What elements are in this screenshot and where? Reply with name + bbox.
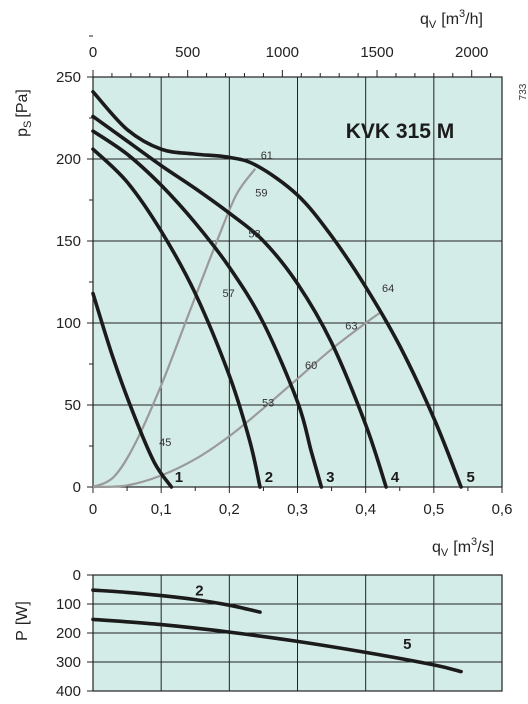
curve-label: 1 xyxy=(175,469,183,486)
power-curve-label: 5 xyxy=(403,636,411,653)
x-tick-label: 0,4 xyxy=(355,501,376,518)
x-tick-label: 0,1 xyxy=(151,501,172,518)
x-axis-subscript: V xyxy=(441,547,449,559)
power-curve-2 xyxy=(91,588,262,614)
x-tick-label: 0 xyxy=(89,501,97,518)
power-y-tick-label: 400 xyxy=(56,683,81,700)
y-axis-symbol: p xyxy=(14,128,31,137)
x-axis-unit-pre: [m xyxy=(453,539,471,556)
x2-axis-label: qV [m3/h] xyxy=(420,8,483,31)
curve-label: 3 xyxy=(326,469,334,486)
efficiency-label: 63 xyxy=(345,321,357,333)
efficiency-label: 61 xyxy=(261,150,273,162)
x2-tick-label: 2000 xyxy=(455,44,488,61)
efficiency-label: 60 xyxy=(305,360,317,372)
x2-axis-unit-pre: [m xyxy=(441,11,459,28)
power-curve-5 xyxy=(91,617,463,674)
y-axis-unit: [Pa] xyxy=(14,89,31,117)
curve-label: 5 xyxy=(467,469,475,486)
power-y-tick-label: 300 xyxy=(56,654,81,671)
y-axis-subscript: S xyxy=(22,121,34,128)
power-y-tick-label: 100 xyxy=(56,596,81,613)
power-y-tick-label: 0 xyxy=(73,567,81,584)
axis-labels: KVK 315 M 733 pS[Pa] qV [m3/s] qV [m3/h] P… xyxy=(14,8,528,641)
x2-axis-unit-post: /h] xyxy=(465,11,483,28)
y-tick-label: 250 xyxy=(56,69,81,86)
y-axis-label: pS [Pa] xyxy=(14,89,34,137)
efficiency-label: 59 xyxy=(255,188,267,200)
pressure-flow-plot: 0 0,1 0,2 0,3 0,4 0,5 0,6 0 50 100 150 200 250 0 500 10… xyxy=(56,35,513,518)
y-tick-label: 100 xyxy=(56,315,81,332)
chart-title: KVK 315 M xyxy=(346,120,455,143)
power-curve-label: 2 xyxy=(195,582,203,599)
figure-code: 733 xyxy=(518,83,528,100)
y-tick-label: 0 xyxy=(73,479,81,496)
x2-axis-subscript: V xyxy=(429,19,437,31)
curve-label: 4 xyxy=(391,469,400,486)
efficiency-label: 58 xyxy=(248,229,260,241)
fan-curve-1 xyxy=(91,291,174,489)
efficiency-label: 57 xyxy=(223,288,235,300)
x-tick-label: 0,6 xyxy=(492,501,513,518)
power-y-tick-label: 200 xyxy=(56,625,81,642)
y-tick-label: 150 xyxy=(56,233,81,250)
x-axis-label: qV [m3/s] xyxy=(432,536,494,559)
fan-curve-2 xyxy=(91,147,262,489)
x2-tick-label: 1500 xyxy=(360,44,393,61)
fan-curve-4 xyxy=(91,114,388,489)
x-tick-label: 0,3 xyxy=(287,501,308,518)
y-tick-label: 50 xyxy=(64,397,81,414)
power-axis-symbol: P xyxy=(14,630,31,641)
x-tick-label: 0,5 xyxy=(423,501,444,518)
x2-tick-label: 0 xyxy=(89,44,97,61)
y-tick-label: 200 xyxy=(56,151,81,168)
x2-axis-symbol: q xyxy=(420,11,429,28)
x-axis-symbol: q xyxy=(432,539,441,556)
x2-axis-unit-sup: 3 xyxy=(459,8,465,20)
x-axis-unit-post: /s] xyxy=(477,539,494,556)
fan-curve-5 xyxy=(91,90,463,489)
x-axis-unit-sup: 3 xyxy=(471,536,477,548)
efficiency-line xyxy=(92,168,257,489)
efficiency-label: 45 xyxy=(159,437,171,449)
efficiency-label: 64 xyxy=(382,283,394,295)
efficiency-label: 53 xyxy=(262,398,274,410)
x-tick-label: 0,2 xyxy=(219,501,240,518)
power-plot: 0 100 200 300 400 2 5 xyxy=(56,567,503,700)
x2-tick-label: 1000 xyxy=(266,44,299,61)
curve-label: 2 xyxy=(265,469,273,486)
x2-tick-label: 500 xyxy=(175,44,200,61)
power-axis-label: P [W] xyxy=(14,601,31,641)
power-axis-unit: [W] xyxy=(14,601,31,625)
fan-curve-3 xyxy=(91,129,324,489)
